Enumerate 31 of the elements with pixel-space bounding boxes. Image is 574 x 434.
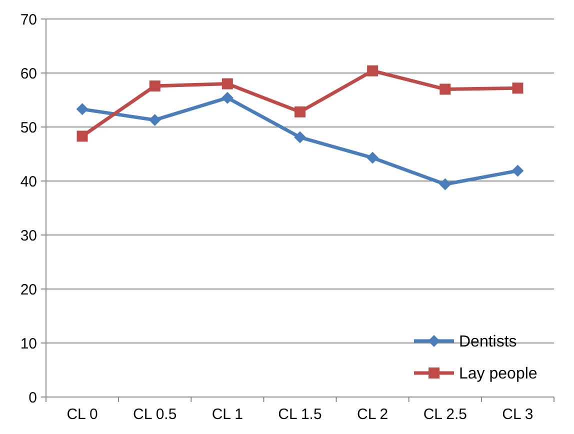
y-tick-label: 30: [20, 227, 37, 244]
y-tick-label: 70: [20, 11, 37, 28]
point: [366, 152, 379, 164]
x-tick-label: CL 0: [66, 406, 98, 423]
y-tick-label: 0: [28, 389, 37, 406]
point: [440, 84, 451, 95]
x-tick-label: CL 0.5: [133, 406, 177, 423]
x-tick-label: CL 1: [212, 406, 243, 423]
point: [294, 131, 306, 144]
y-tick-label: 50: [20, 119, 37, 136]
x-tick-label: CL 1.5: [278, 406, 322, 423]
point: [512, 82, 524, 94]
point: [221, 92, 234, 104]
point: [294, 106, 306, 118]
point: [367, 65, 378, 76]
point: [149, 80, 160, 92]
legend-label: Dentists: [459, 334, 517, 351]
y-tick-label: 40: [20, 173, 37, 190]
point: [148, 114, 161, 126]
y-tick-label: 20: [20, 281, 37, 298]
point: [222, 78, 233, 90]
y-tick-label: 10: [20, 335, 37, 352]
point: [512, 164, 524, 177]
point: [76, 103, 88, 116]
point: [76, 130, 88, 142]
legend-label: Lay people: [459, 366, 538, 383]
y-tick-label: 60: [20, 65, 37, 82]
x-tick-label: CL 2.5: [423, 406, 467, 423]
x-tick-label: CL 2: [357, 406, 388, 423]
x-tick-label: CL 3: [502, 406, 534, 423]
point: [439, 178, 452, 190]
